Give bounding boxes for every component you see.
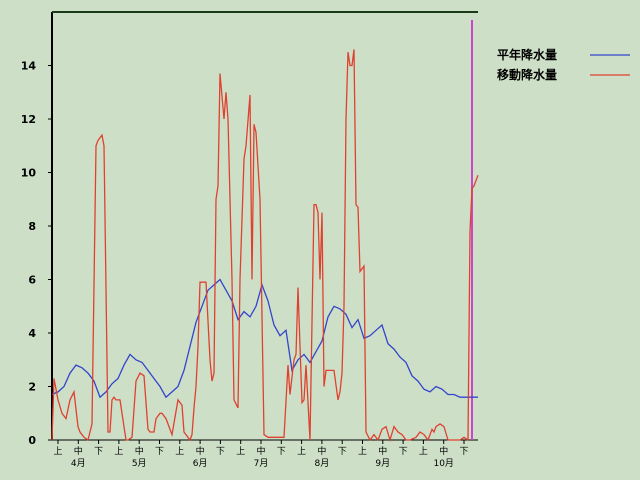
x-month-label: 7月 <box>254 458 269 469</box>
x-period-label: 中 <box>135 445 144 457</box>
y-tick-label: 10 <box>21 167 37 180</box>
series-lines <box>51 49 479 443</box>
y-tick-label: 14 <box>21 60 37 73</box>
y-ticks: 0 2 4 6 8 10 12 14 <box>21 60 52 447</box>
x-period-label: 中 <box>256 445 265 457</box>
x-month-label: 4月 <box>71 458 86 469</box>
x-period-label: 上 <box>53 446 62 457</box>
x-period-label: 上 <box>114 446 123 457</box>
y-tick-label: 4 <box>28 327 36 340</box>
x-period-label: 下 <box>94 447 103 457</box>
x-period-label: 中 <box>74 445 83 457</box>
x-period-label: 下 <box>459 447 468 457</box>
y-tick-label: 8 <box>28 220 36 233</box>
y-tick-label: 0 <box>28 434 36 447</box>
x-period-label: 上 <box>175 446 184 457</box>
x-period-label: 中 <box>317 445 326 457</box>
x-period-label: 下 <box>155 447 164 457</box>
x-period-label: 下 <box>399 447 408 457</box>
x-period-label: 中 <box>439 445 448 457</box>
x-period-label: 下 <box>277 447 286 457</box>
legend-label: 移動降水量 <box>497 67 557 82</box>
y-tick-label: 6 <box>28 274 36 287</box>
x-period-label: 上 <box>236 446 245 457</box>
series-line-normal <box>51 278 478 399</box>
x-ticks: 上中下上中下上中下上中下上中下上中下上中下4月 5月 6月 7月 8月 9月 10月 <box>53 440 469 469</box>
x-period-label: 上 <box>419 446 428 457</box>
x-month-label: 9月 <box>375 458 390 469</box>
x-month-label: 8月 <box>315 458 330 469</box>
x-period-label: 上 <box>358 446 367 457</box>
legend-label: 平年降水量 <box>497 47 557 62</box>
x-period-label: 中 <box>196 445 205 457</box>
x-month-label: 10月 <box>433 458 453 469</box>
x-month-label: 6月 <box>193 458 208 469</box>
x-period-label: 下 <box>338 447 347 457</box>
x-period-label: 下 <box>216 447 225 457</box>
x-month-label: 5月 <box>132 458 147 469</box>
y-tick-label: 2 <box>28 381 36 394</box>
x-period-label: 上 <box>297 446 306 457</box>
x-period-label: 中 <box>378 445 387 457</box>
y-tick-label: 12 <box>21 113 36 126</box>
series-line-moving <box>51 49 479 443</box>
